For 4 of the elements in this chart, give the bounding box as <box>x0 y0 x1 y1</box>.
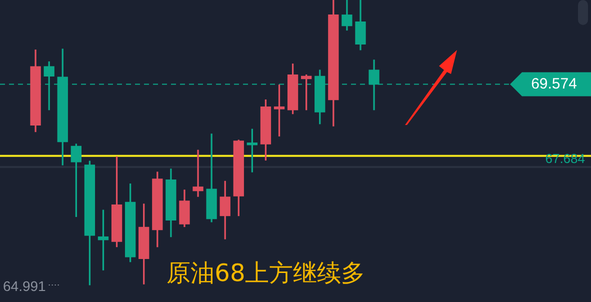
ref-line-label: 69.574 <box>531 75 577 92</box>
annotation: 64.991 <box>3 278 46 294</box>
candlestick <box>192 150 204 197</box>
text: 原油68上方继续多 <box>166 259 366 288</box>
